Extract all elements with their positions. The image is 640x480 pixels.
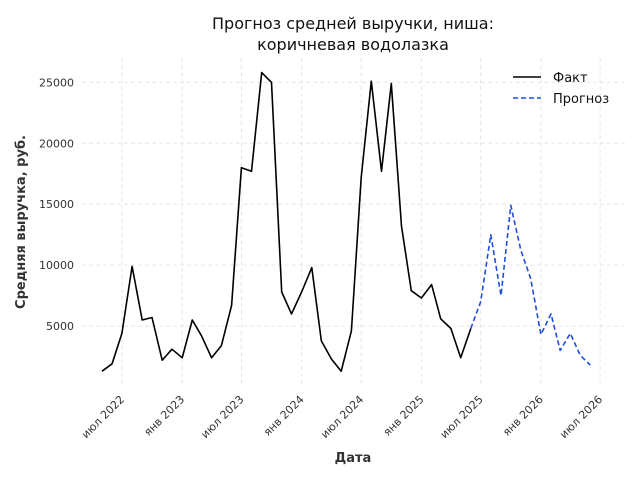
y-tick-label: 5000 bbox=[46, 320, 74, 333]
series-line-0 bbox=[101, 71, 472, 373]
series-layer bbox=[101, 71, 591, 373]
x-tick-label: июл 2023 bbox=[198, 393, 246, 441]
x-tick-label: янв 2024 bbox=[261, 393, 307, 439]
y-axis-ticks: 5000 10000 15000 20000 25000 bbox=[39, 76, 74, 333]
legend: Факт Прогноз bbox=[513, 71, 609, 107]
x-tick-label: июл 2025 bbox=[438, 393, 486, 441]
x-tick-label: июл 2026 bbox=[557, 393, 605, 441]
x-tick-label: июл 2024 bbox=[318, 393, 366, 441]
legend-label-fact: Факт bbox=[553, 71, 588, 86]
y-tick-label: 20000 bbox=[39, 137, 74, 150]
chart-title-line-1: Прогноз средней выручки, ниша: bbox=[212, 14, 494, 33]
y-tick-label: 25000 bbox=[39, 76, 74, 89]
series-line-1 bbox=[470, 204, 591, 366]
y-tick-label: 15000 bbox=[39, 198, 74, 211]
x-tick-label: янв 2025 bbox=[381, 393, 427, 439]
x-axis-ticks: июл 2022 янв 2023 июл 2023 янв 2024 июл 2024… bbox=[79, 393, 605, 441]
x-axis-label: Дата bbox=[335, 451, 372, 466]
x-tick-label: янв 2023 bbox=[141, 393, 187, 439]
grid bbox=[82, 58, 625, 387]
legend-label-forecast: Прогноз bbox=[553, 92, 609, 107]
y-axis-label: Средняя выручка, руб. bbox=[14, 135, 29, 309]
x-tick-label: июл 2022 bbox=[79, 393, 127, 441]
y-tick-label: 10000 bbox=[39, 259, 74, 272]
x-tick-label: янв 2026 bbox=[500, 393, 546, 439]
chart-title-line-2: коричневая водолазка bbox=[257, 35, 449, 54]
